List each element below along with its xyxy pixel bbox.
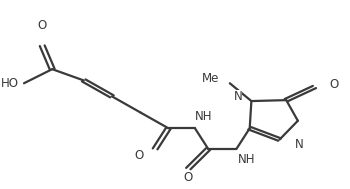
Text: O: O [184, 170, 193, 184]
Text: O: O [37, 19, 47, 32]
Text: O: O [134, 149, 143, 162]
Text: O: O [329, 78, 339, 91]
Text: N: N [295, 138, 303, 151]
Text: N: N [234, 90, 243, 103]
Text: Me: Me [202, 72, 219, 85]
Text: HO: HO [1, 77, 19, 90]
Text: NH: NH [238, 153, 255, 166]
Text: NH: NH [195, 110, 212, 123]
